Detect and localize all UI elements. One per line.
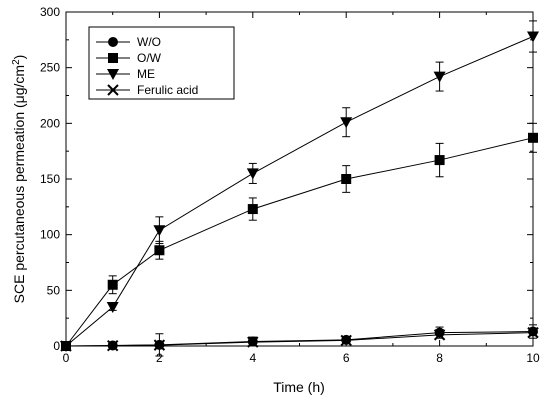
y-axis-label: SCE percutaneous permeation (μg/cm2) <box>11 55 27 304</box>
legend-label: W/O <box>137 35 161 49</box>
legend-label: ME <box>137 67 155 81</box>
data-point <box>340 117 353 129</box>
y-tick-label: 50 <box>47 283 61 297</box>
data-point <box>528 326 538 337</box>
data-point <box>527 31 539 43</box>
data-point <box>60 341 72 352</box>
data-point <box>154 245 165 256</box>
data-point <box>434 155 445 166</box>
y-axis-label-sup: 2 <box>11 59 22 65</box>
legend-marker <box>108 53 118 63</box>
x-tick-label: 0 <box>63 351 70 365</box>
data-point <box>154 339 165 350</box>
data-point <box>246 168 259 180</box>
data-point <box>107 340 118 351</box>
y-tick-label: 150 <box>40 172 60 186</box>
legend-label: O/W <box>137 51 162 65</box>
y-tick-label: 0 <box>53 339 60 353</box>
x-tick-label: 6 <box>343 351 350 365</box>
data-point <box>341 334 352 345</box>
data-point <box>247 336 258 347</box>
y-axis-label-close: ) <box>11 55 27 60</box>
x-tick-label: 4 <box>249 351 256 365</box>
legend-marker <box>108 37 118 47</box>
y-tick-label: 300 <box>40 5 60 19</box>
data-point <box>341 174 352 184</box>
data-point <box>153 225 166 237</box>
data-point <box>433 71 446 83</box>
legend-marker <box>107 69 119 80</box>
x-tick-label: 2 <box>156 351 163 365</box>
legend: W/O O/W ME Ferulic acid <box>88 26 235 100</box>
y-tick-label: 200 <box>40 116 60 130</box>
legend-items: W/O O/W ME Ferulic acid <box>96 35 198 97</box>
x-axis-label: Time (h) <box>273 379 325 395</box>
legend-marker <box>107 84 119 96</box>
series-line <box>65 137 534 347</box>
y-tick-label: 250 <box>40 61 60 75</box>
data-point <box>106 302 119 314</box>
series-ferulic-acid <box>60 326 539 352</box>
y-axis-label-main: SCE percutaneous permeation (μg/cm <box>11 65 27 303</box>
data-point <box>528 132 538 143</box>
series-o-w <box>61 122 538 351</box>
x-tick-label: 10 <box>526 351 540 365</box>
x-tick-label: 8 <box>436 351 443 365</box>
legend-label: Ferulic acid <box>137 83 198 97</box>
series-w-o <box>61 324 538 357</box>
data-point <box>247 204 258 215</box>
series-me <box>60 20 539 352</box>
data-point <box>107 279 118 290</box>
y-tick-label: 100 <box>40 228 60 242</box>
data-point <box>434 327 445 338</box>
series-layer <box>60 20 539 357</box>
